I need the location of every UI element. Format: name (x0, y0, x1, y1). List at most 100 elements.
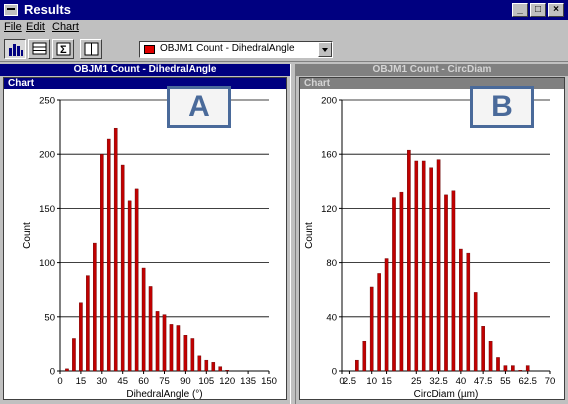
chart-b-bar (481, 326, 485, 372)
svg-text:Σ: Σ (60, 44, 67, 56)
chart-a-bar (176, 325, 181, 372)
chart-b-xtick-label: 10 (366, 376, 377, 387)
chart-b-bar (503, 365, 508, 372)
split-view-button[interactable] (80, 39, 102, 59)
chart-b-xtick-label: 0 (339, 376, 344, 387)
chart-b-bar (473, 292, 478, 372)
chart-a-xtick-label: 0 (57, 376, 62, 387)
menu-chart-label: Chart (52, 21, 79, 33)
minimize-button[interactable]: _ (512, 3, 528, 17)
chart-a-bar (183, 335, 188, 372)
dropdown-arrow-icon[interactable] (318, 42, 332, 57)
chart-b-bar (518, 370, 523, 372)
chart-a-bar (106, 138, 111, 372)
series-color-swatch (144, 45, 155, 54)
chart-b-ytick-label: 120 (321, 204, 337, 215)
split-view-icon (84, 42, 99, 56)
chart-a-label: Chart (4, 78, 286, 89)
chart-b-xtick-label: 32.5 (429, 376, 448, 387)
chart-a-bar (169, 324, 174, 372)
statistics-button[interactable]: Σ (52, 39, 74, 59)
chart-a-xtick-label: 105 (198, 376, 214, 387)
chart-b-bar (496, 357, 500, 372)
series-select-value: OBJM1 Count - DihedralAngle (160, 43, 295, 54)
chart-b-bar (466, 252, 471, 372)
chart-b-xtick-label: 55 (500, 376, 511, 387)
window-title: Results (24, 2, 71, 17)
chart-a-frame: Chart 0 50 100 150 200 250 0 15 30 45 60 75 90 105 120… (3, 77, 287, 400)
chart-a-xtick-label: 90 (180, 376, 191, 387)
chart-b-bar (444, 194, 448, 372)
chart-b-bar (429, 167, 433, 372)
series-select[interactable]: OBJM1 Count - DihedralAngle (139, 41, 333, 58)
bar-chart-button[interactable] (4, 39, 26, 59)
chart-a-bar (134, 188, 139, 372)
chart-b-xtick-label: 15 (381, 376, 392, 387)
table-view-button[interactable] (28, 39, 50, 59)
chart-a-ytick-label: 250 (39, 96, 55, 107)
chart-b-bar (451, 190, 456, 372)
menu-file[interactable]: File (4, 21, 22, 33)
chart-b-bar (421, 160, 426, 372)
chart-b-frame: Chart 0 40 80 120 160 200 0 2.5 10 15 25 32.5 40 47.5… (299, 77, 565, 400)
table-icon (32, 42, 47, 55)
menu-edit[interactable]: Edit (26, 21, 45, 33)
chart-pane-a[interactable]: OBJM1 Count - DihedralAngle Chart 0 50 100… (0, 64, 290, 404)
chart-a-bar (211, 362, 216, 372)
chart-b-bar (488, 340, 493, 372)
chart-b-xtick-label: 62.5 (518, 376, 537, 387)
chart-b-xtick-label: 2.5 (343, 376, 356, 387)
chart-b-bar (399, 191, 404, 372)
maximize-button[interactable]: □ (530, 3, 546, 17)
close-button[interactable]: × (548, 3, 564, 17)
chart-a-bar (86, 275, 90, 372)
chart-a-bar (127, 200, 132, 372)
chart-b-bar (525, 365, 530, 372)
chart-a-bar (72, 338, 76, 372)
chart-a-bar (120, 164, 125, 372)
chart-b-bar (407, 149, 411, 372)
chart-a-bar (155, 311, 160, 372)
chart-b-xlabel: CircDiam (µm) (414, 389, 479, 399)
badge-a: A (167, 86, 231, 128)
chart-a-ytick-label: 50 (44, 312, 55, 323)
pane-b-header[interactable]: OBJM1 Count - CircDiam (296, 64, 568, 76)
chart-b-xtick-label: 47.5 (474, 376, 493, 387)
chart-b-bar (436, 159, 441, 372)
chart-pane-b[interactable]: OBJM1 Count - CircDiam Chart 0 40 80 120 160… (296, 64, 568, 404)
chart-a-bar (218, 366, 223, 372)
chart-b-ylabel: Count (304, 222, 315, 249)
window-menu-icon[interactable] (4, 4, 18, 16)
chart-a-ylabel: Count (22, 222, 33, 249)
title-bar[interactable]: Results _ □ × (0, 0, 568, 20)
chart-b-bar (459, 248, 463, 372)
chart-b-ytick-label: 200 (321, 96, 337, 107)
chart-a-bar (148, 286, 153, 372)
pane-a-header[interactable]: OBJM1 Count - DihedralAngle (0, 64, 290, 76)
chart-a-bar (65, 368, 69, 372)
chart-b-xtick-label: 70 (545, 376, 556, 387)
chart-a-xlabel: DihedralAngle (°) (126, 389, 202, 399)
chart-b-bar (511, 365, 515, 372)
chart-a-bar (204, 359, 209, 372)
chart-a-xtick-label: 135 (240, 376, 256, 387)
chart-a-bar (93, 242, 97, 372)
chart-a-bar (162, 314, 167, 372)
pane-splitter[interactable] (290, 64, 296, 404)
chart-b-xtick-label: 40 (456, 376, 467, 387)
chart-b-bar (414, 160, 419, 372)
menu-chart[interactable]: Chart (52, 21, 79, 33)
chart-b-bar (392, 197, 396, 372)
menu-edit-label: Edit (26, 21, 45, 33)
chart-b-label: Chart (300, 78, 564, 89)
chart-a-ytick-label: 100 (39, 258, 55, 269)
menu-file-label: File (4, 21, 22, 33)
chart-a-bar (190, 338, 195, 372)
chart-b-bar (355, 359, 359, 372)
chart-a-bar (141, 267, 146, 372)
chart-b-bar (377, 273, 381, 372)
chart-a-ytick-label: 0 (50, 367, 55, 378)
chart-b-bar (369, 286, 374, 372)
